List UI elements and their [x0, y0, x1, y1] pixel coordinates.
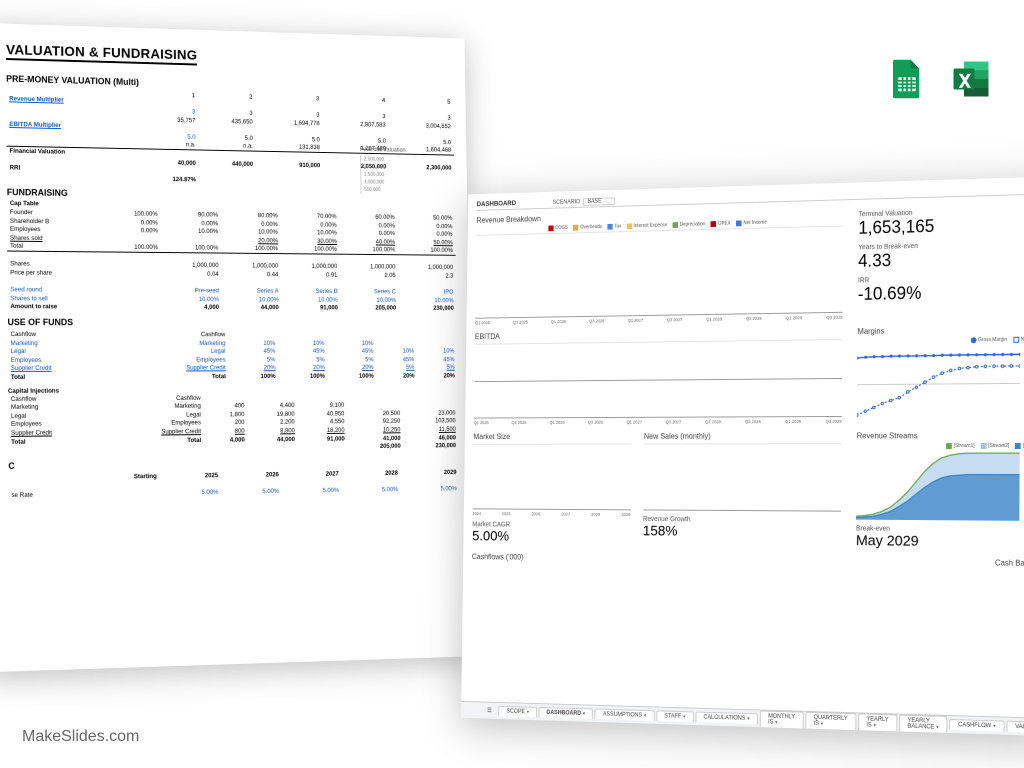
cashflows-title: Cashflows ('000): [472, 552, 841, 565]
new-sales-chart: New Sales (monthly) Revenue Growth 158%: [643, 432, 842, 549]
tab-valuation[interactable]: VALUATION▾: [1006, 721, 1024, 734]
market-size-chart: Market Size 202420252026202720282029 Mar…: [472, 432, 631, 546]
ebitda-chart: EBITDA Q1 2025Q3 2025Q1 2026Q3 2026Q1 20…: [474, 327, 843, 425]
tab-staff[interactable]: STAFF▾: [656, 710, 693, 722]
valuation-spreadsheet: VALUATION & FUNDRAISING PRE-MONEY VALUAT…: [0, 23, 475, 673]
captable: Cap Table Founder100.00%90.00%80.00%70.0…: [7, 200, 457, 313]
injections-table: CashflowCashflowMarketingMarketing4004,4…: [8, 392, 459, 454]
tab-quarterly-is[interactable]: QUARTERLY IS▾: [805, 712, 856, 730]
fin-val-mini-chart: Financial Valuation 2,500,0002,000,0001,…: [360, 147, 460, 195]
use-table: CashflowCashflowMarketingMarketing10%10%…: [8, 330, 458, 381]
tab-scope[interactable]: SCOPE▾: [499, 706, 537, 718]
app-icons: [886, 58, 992, 100]
sheet1-title: VALUATION & FUNDRAISING: [6, 41, 197, 65]
margins-chart: Margins Gross MarginNet Margin: [857, 324, 1024, 423]
kpi-column: Terminal Valuation 1,653,165 Years to Br…: [858, 200, 1024, 319]
revenue-streams-chart: Revenue Streams [Stream1][Stream2][Strea…: [856, 431, 1024, 551]
terminal-valuation-value: 1,653,165: [858, 213, 1024, 238]
scenario-select[interactable]: BASE: [583, 197, 615, 205]
years-breakeven-value: 4.33: [858, 247, 1024, 272]
c-table: Starting20252026202720282029 se Rate5.00…: [8, 468, 459, 500]
revenue-breakdown-chart: Revenue Breakdown COGSOverheadsTaxIntere…: [475, 206, 844, 325]
irr-value: -10.69%: [858, 281, 1024, 305]
dashboard-spreadsheet: DASHBOARD SCENARIO BASE Revenue Breakdow…: [461, 176, 1024, 736]
tab-assumptions[interactable]: ASSUMPTIONS▾: [595, 709, 655, 721]
sheet-tabs: ☰SCOPE▾DASHBOARD▾ASSUMPTIONS▾STAFF▾CALCU…: [461, 701, 1024, 736]
tab-monthly-is[interactable]: MONTHLY IS▾: [760, 711, 804, 729]
tab-dashboard[interactable]: DASHBOARD▾: [539, 707, 594, 719]
excel-icon: [950, 58, 992, 100]
tab-calculations[interactable]: CALCULATIONS▾: [695, 712, 758, 725]
tab-yearly-balance[interactable]: YEARLY BALANCE▾: [899, 715, 948, 733]
tab-yearly-is[interactable]: YEARLY IS▾: [858, 713, 897, 731]
tab-cashflow[interactable]: CASHFLOW▾: [949, 719, 1004, 732]
section-use-funds: USE OF FUNDS: [7, 317, 456, 328]
watermark: MakeSlides.com: [22, 728, 139, 746]
cash-balance-title: Cash Balance: [856, 557, 1024, 568]
google-sheets-icon: [886, 58, 928, 100]
